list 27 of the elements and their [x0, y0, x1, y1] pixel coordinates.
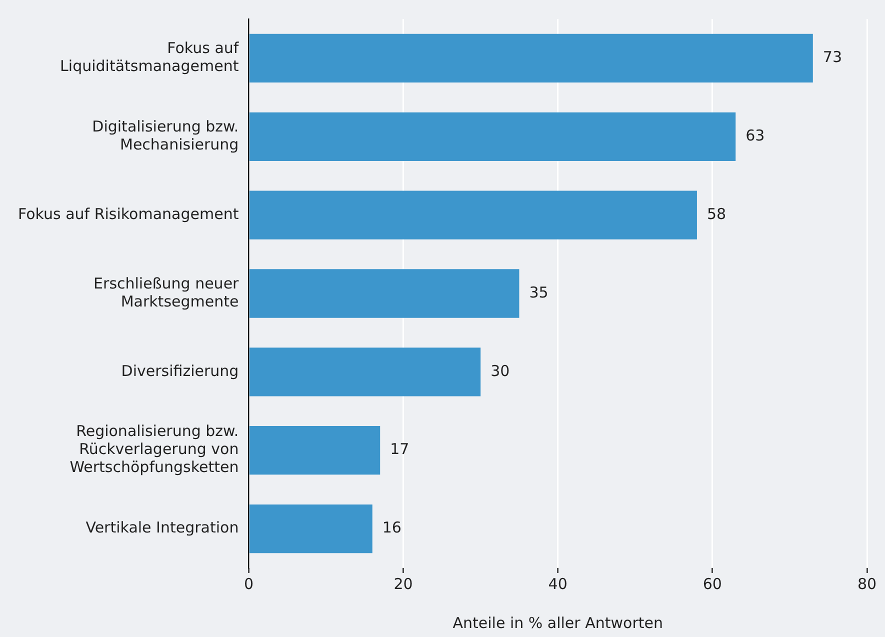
bar — [249, 269, 520, 318]
y-tick-label: Diversifizierung — [121, 362, 239, 380]
y-tick-label: Erschließung neuer Marktsegmente — [94, 274, 240, 310]
data-label: 63 — [746, 126, 765, 145]
data-label: 16 — [382, 518, 402, 537]
y-tick-label: Regionalisierung bzw. Rückverlagerung von Wertschöpfungsketten — [70, 422, 239, 476]
data-label: 17 — [390, 440, 410, 458]
y-tick-label: Fokus auf Liquiditätsmanagement — [60, 39, 240, 76]
x-tick-label: 40 — [548, 574, 568, 593]
data-label: 58 — [706, 204, 726, 223]
bar — [249, 504, 372, 554]
y-tick-label: Digitalisierung bzw. Mechanisierung — [92, 118, 239, 154]
y-tick-label: Vertikale Integration — [86, 518, 239, 537]
bar — [249, 426, 380, 475]
data-label: 30 — [490, 362, 510, 380]
x-tick-label: 0 — [244, 574, 254, 593]
x-tick-label: 20 — [394, 574, 413, 593]
bar — [249, 348, 481, 396]
x-axis-title: Anteile in % aller Antworten — [452, 614, 663, 632]
y-tick-label: Fokus auf Risikomanagement — [18, 204, 239, 223]
bar — [249, 190, 697, 240]
data-label: 73 — [822, 48, 842, 66]
x-tick-label: 60 — [702, 574, 722, 593]
bar — [249, 112, 736, 161]
data-label: 35 — [529, 283, 548, 302]
bar — [249, 34, 813, 83]
x-tick-label: 80 — [857, 574, 877, 593]
